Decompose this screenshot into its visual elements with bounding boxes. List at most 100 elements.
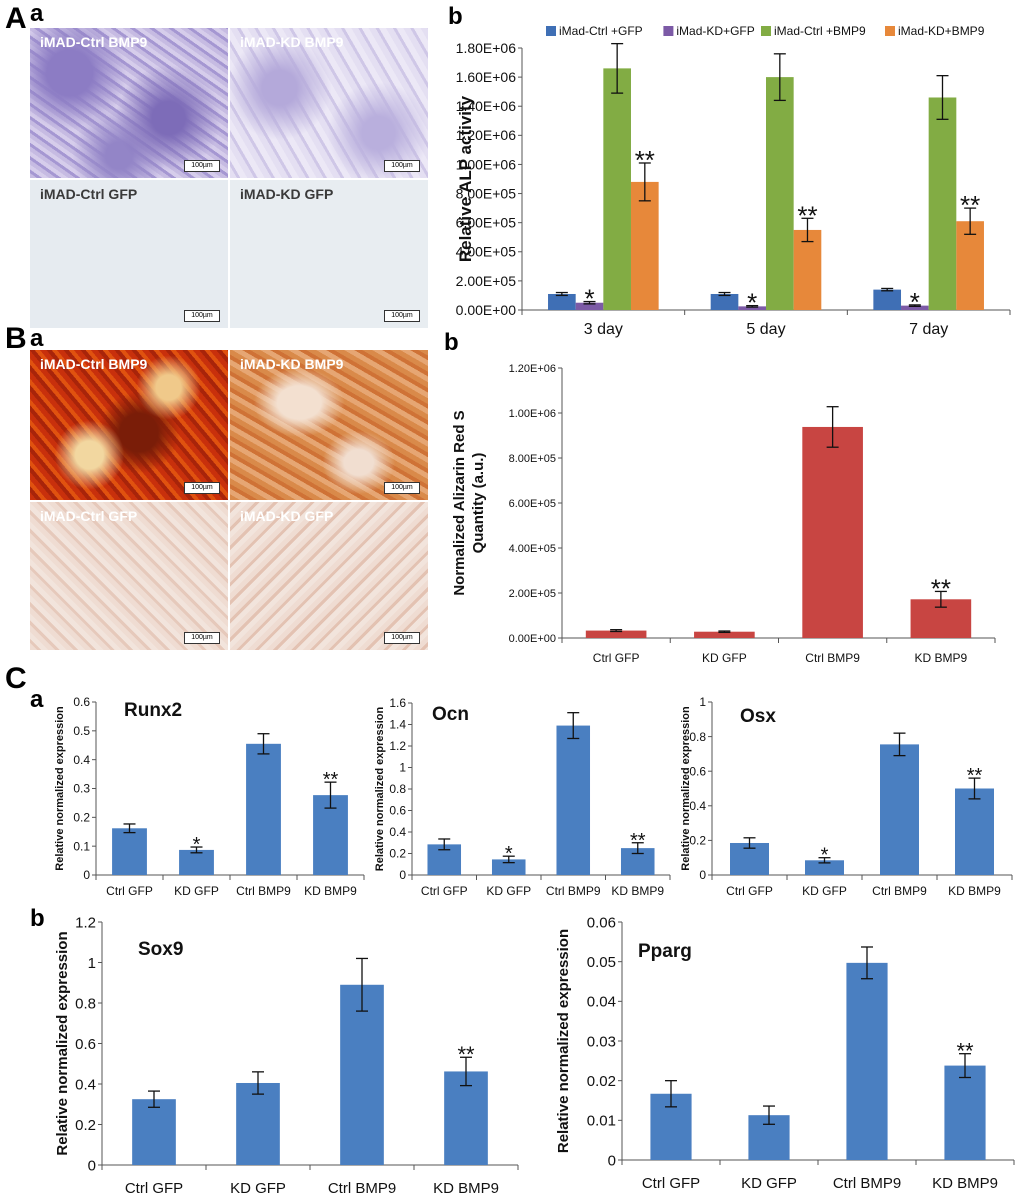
bar [873,289,902,310]
significance-mark: ** [323,769,339,791]
y-tick-label: 0 [83,868,90,882]
bar [236,1082,280,1165]
panel-label-B: B [5,322,27,355]
legend-label: iMad-Ctrl +GFP [559,24,643,38]
x-category-label: KD GFP [802,884,847,898]
scale-bar: 100µm [384,310,420,322]
panel-label-C: C [5,662,27,695]
significance-mark: ** [630,830,646,852]
significance-mark: * [193,834,201,856]
pparg-expression-chart: 0 0.01 0.02 0.03 0.04 0.05 0.06 Ctrl GFP KD GFP C… [555,914,1015,1192]
y-tick-label: 0.6 [689,764,706,778]
bar [246,743,281,875]
x-category-label: Ctrl BMP9 [328,1180,396,1197]
significance-mark: ** [457,1042,475,1067]
x-category-label: 3 day [584,321,623,338]
y-tick-label: 0.6 [75,1036,96,1053]
x-category-label: Ctrl GFP [726,884,773,898]
x-category-label: Ctrl BMP9 [872,884,927,898]
scale-bar: 100µm [184,482,220,494]
bar [630,181,659,310]
x-category-label: KD BMP9 [915,651,968,665]
alizarin-red-chart: 0.00E+00 2.00E+05 4.00E+05 6.00E+05 8.00E+05… [451,363,996,665]
micrograph-ars-ctrl-gfp: iMAD-Ctrl GFP 100µm [30,502,228,650]
bar [738,306,766,310]
micrograph-alp-ctrl-gfp: iMAD-Ctrl GFP 100µm [30,180,228,328]
bar [944,1065,986,1160]
scale-bar: 100µm [184,310,220,322]
y-axis-label: Relative normalized expression [54,931,71,1155]
y-tick-label: 0.6 [389,804,406,818]
y-tick-label: 0 [88,1157,96,1174]
y-tick-label: 1.20E+06 [456,127,517,143]
y-axis-label: Relative normalized expression [54,706,66,871]
y-tick-label: 1 [88,955,96,972]
y-tick-label: 0.06 [587,914,616,931]
bar [710,293,739,310]
significance-mark: * [747,288,757,318]
y-tick-label: 0.8 [75,995,96,1012]
y-tick-label: 1.6 [389,696,406,710]
significance-mark: ** [960,190,980,220]
bar [901,305,929,310]
bar [491,859,526,875]
scale-bar: 100µm [384,632,420,644]
alp-activity-chart: 0.00E+00 2.00E+05 4.00E+05 6.00E+05 8.00E+05… [456,24,1011,338]
legend-swatch [885,26,895,36]
chart-title: Pparg [638,941,692,962]
y-tick-label: 1.4 [389,718,406,732]
legend-label: iMad-KD+GFP [676,24,754,38]
bar [132,1099,176,1165]
y-tick-label: 0.02 [587,1073,616,1090]
micrograph-alp-kd-bmp9: iMAD-KD BMP9 100µm [230,28,428,178]
y-tick-label: 0.04 [587,994,616,1011]
bar [805,860,844,875]
bar [585,630,647,638]
bar [955,788,994,875]
y-tick-label: 0.1 [73,839,90,853]
micrograph-label: iMAD-Ctrl BMP9 [40,34,148,50]
y-axis-label: Normalized Alizarin Red S [451,410,468,595]
micrograph-label: iMAD-KD BMP9 [240,34,344,50]
osx-expression-chart: 0 0.2 0.4 0.6 0.8 1 Ctrl GFP * KD GFP Ctrl BMP9 **… [680,695,1013,898]
micrograph-label: iMAD-Ctrl GFP [40,508,138,524]
x-category-label: KD GFP [741,1175,797,1192]
micrograph-ars-kd-bmp9: iMAD-KD BMP9 100µm [230,350,428,500]
sox9-expression-chart: 0 0.2 0.4 0.6 0.8 1 1.2 Ctrl GFP KD GFP Ctrl BMP9… [54,914,519,1197]
y-tick-label: 0.05 [587,954,616,971]
x-category-label: Ctrl GFP [421,884,468,898]
y-tick-label: 0.00E+00 [456,302,517,318]
legend-swatch [761,26,771,36]
bar [802,426,863,638]
significance-mark: * [505,843,513,865]
x-category-label: KD BMP9 [932,1175,998,1192]
y-tick-label: 1.2 [75,914,96,931]
y-tick-label: 1.2 [389,739,406,753]
y-tick-label: 0 [608,1152,616,1169]
bar [444,1071,488,1165]
bar [880,744,919,875]
y-tick-label: 0 [399,868,406,882]
x-category-label: Ctrl GFP [593,651,640,665]
y-axis-label: Relative normalized expression [374,706,386,871]
micrograph-label: iMAD-KD GFP [240,508,334,524]
significance-mark: * [910,287,920,317]
micrograph-label: iMAD-KD GFP [240,186,334,202]
x-category-label: KD GFP [702,651,747,665]
y-axis-label: Relative normalized expression [680,706,692,871]
y-tick-label: 0.4 [389,825,406,839]
significance-mark: ** [967,765,983,787]
scale-bar: 100µm [384,482,420,494]
y-tick-label: 0.6 [73,695,90,709]
y-tick-label: 0.8 [389,782,406,796]
y-tick-label: 8.00E+05 [509,453,556,465]
bar [793,229,822,310]
chart-title: Osx [740,706,776,727]
y-tick-label: 2.00E+05 [509,588,556,600]
y-tick-label: 1.00E+06 [456,156,517,172]
y-tick-label: 4.00E+05 [509,543,556,555]
y-tick-label: 1.20E+06 [509,363,556,375]
y-tick-label: 0.5 [73,724,90,738]
ocn-expression-chart: 0 0.2 0.4 0.6 0.8 1 1.2 1.4 1.6 Ctrl GFP * KD GFP Ct… [374,696,671,898]
legend-swatch [663,26,674,36]
